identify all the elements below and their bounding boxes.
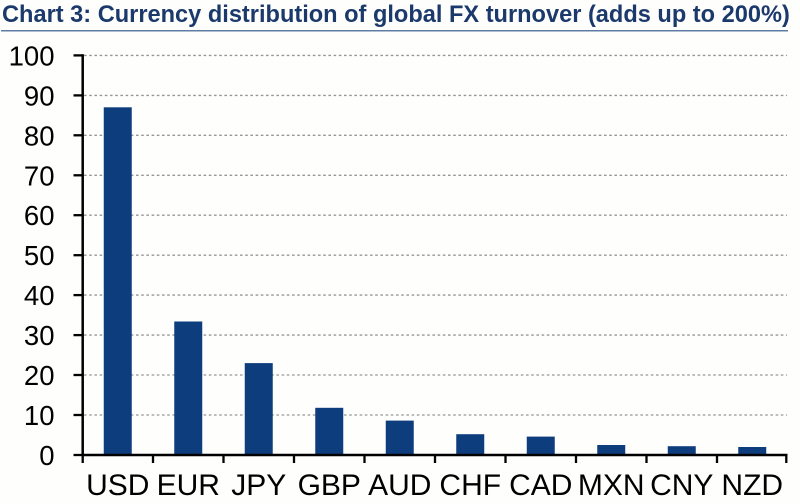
svg-text:70: 70 <box>24 160 55 191</box>
svg-text:CAD: CAD <box>509 469 572 502</box>
svg-text:100: 100 <box>9 40 55 71</box>
svg-text:40: 40 <box>24 280 55 311</box>
svg-text:80: 80 <box>24 120 55 151</box>
svg-text:AUD: AUD <box>368 469 431 502</box>
svg-text:60: 60 <box>24 200 55 231</box>
svg-text:30: 30 <box>24 320 55 351</box>
svg-text:USD: USD <box>86 469 149 502</box>
svg-text:90: 90 <box>24 80 55 111</box>
svg-text:CHF: CHF <box>439 469 501 502</box>
svg-text:20: 20 <box>24 360 55 391</box>
svg-text:NZD: NZD <box>721 469 783 502</box>
svg-text:50: 50 <box>24 240 55 271</box>
svg-text:10: 10 <box>24 400 55 431</box>
svg-text:EUR: EUR <box>157 469 220 502</box>
svg-text:0: 0 <box>39 440 54 471</box>
svg-text:MXN: MXN <box>578 469 645 502</box>
svg-text:GBP: GBP <box>298 469 361 502</box>
svg-text:Chart 3: Currency distribution: Chart 3: Currency distribution of global… <box>2 2 790 28</box>
svg-text:CNY: CNY <box>650 469 713 502</box>
svg-text:JPY: JPY <box>231 469 286 502</box>
